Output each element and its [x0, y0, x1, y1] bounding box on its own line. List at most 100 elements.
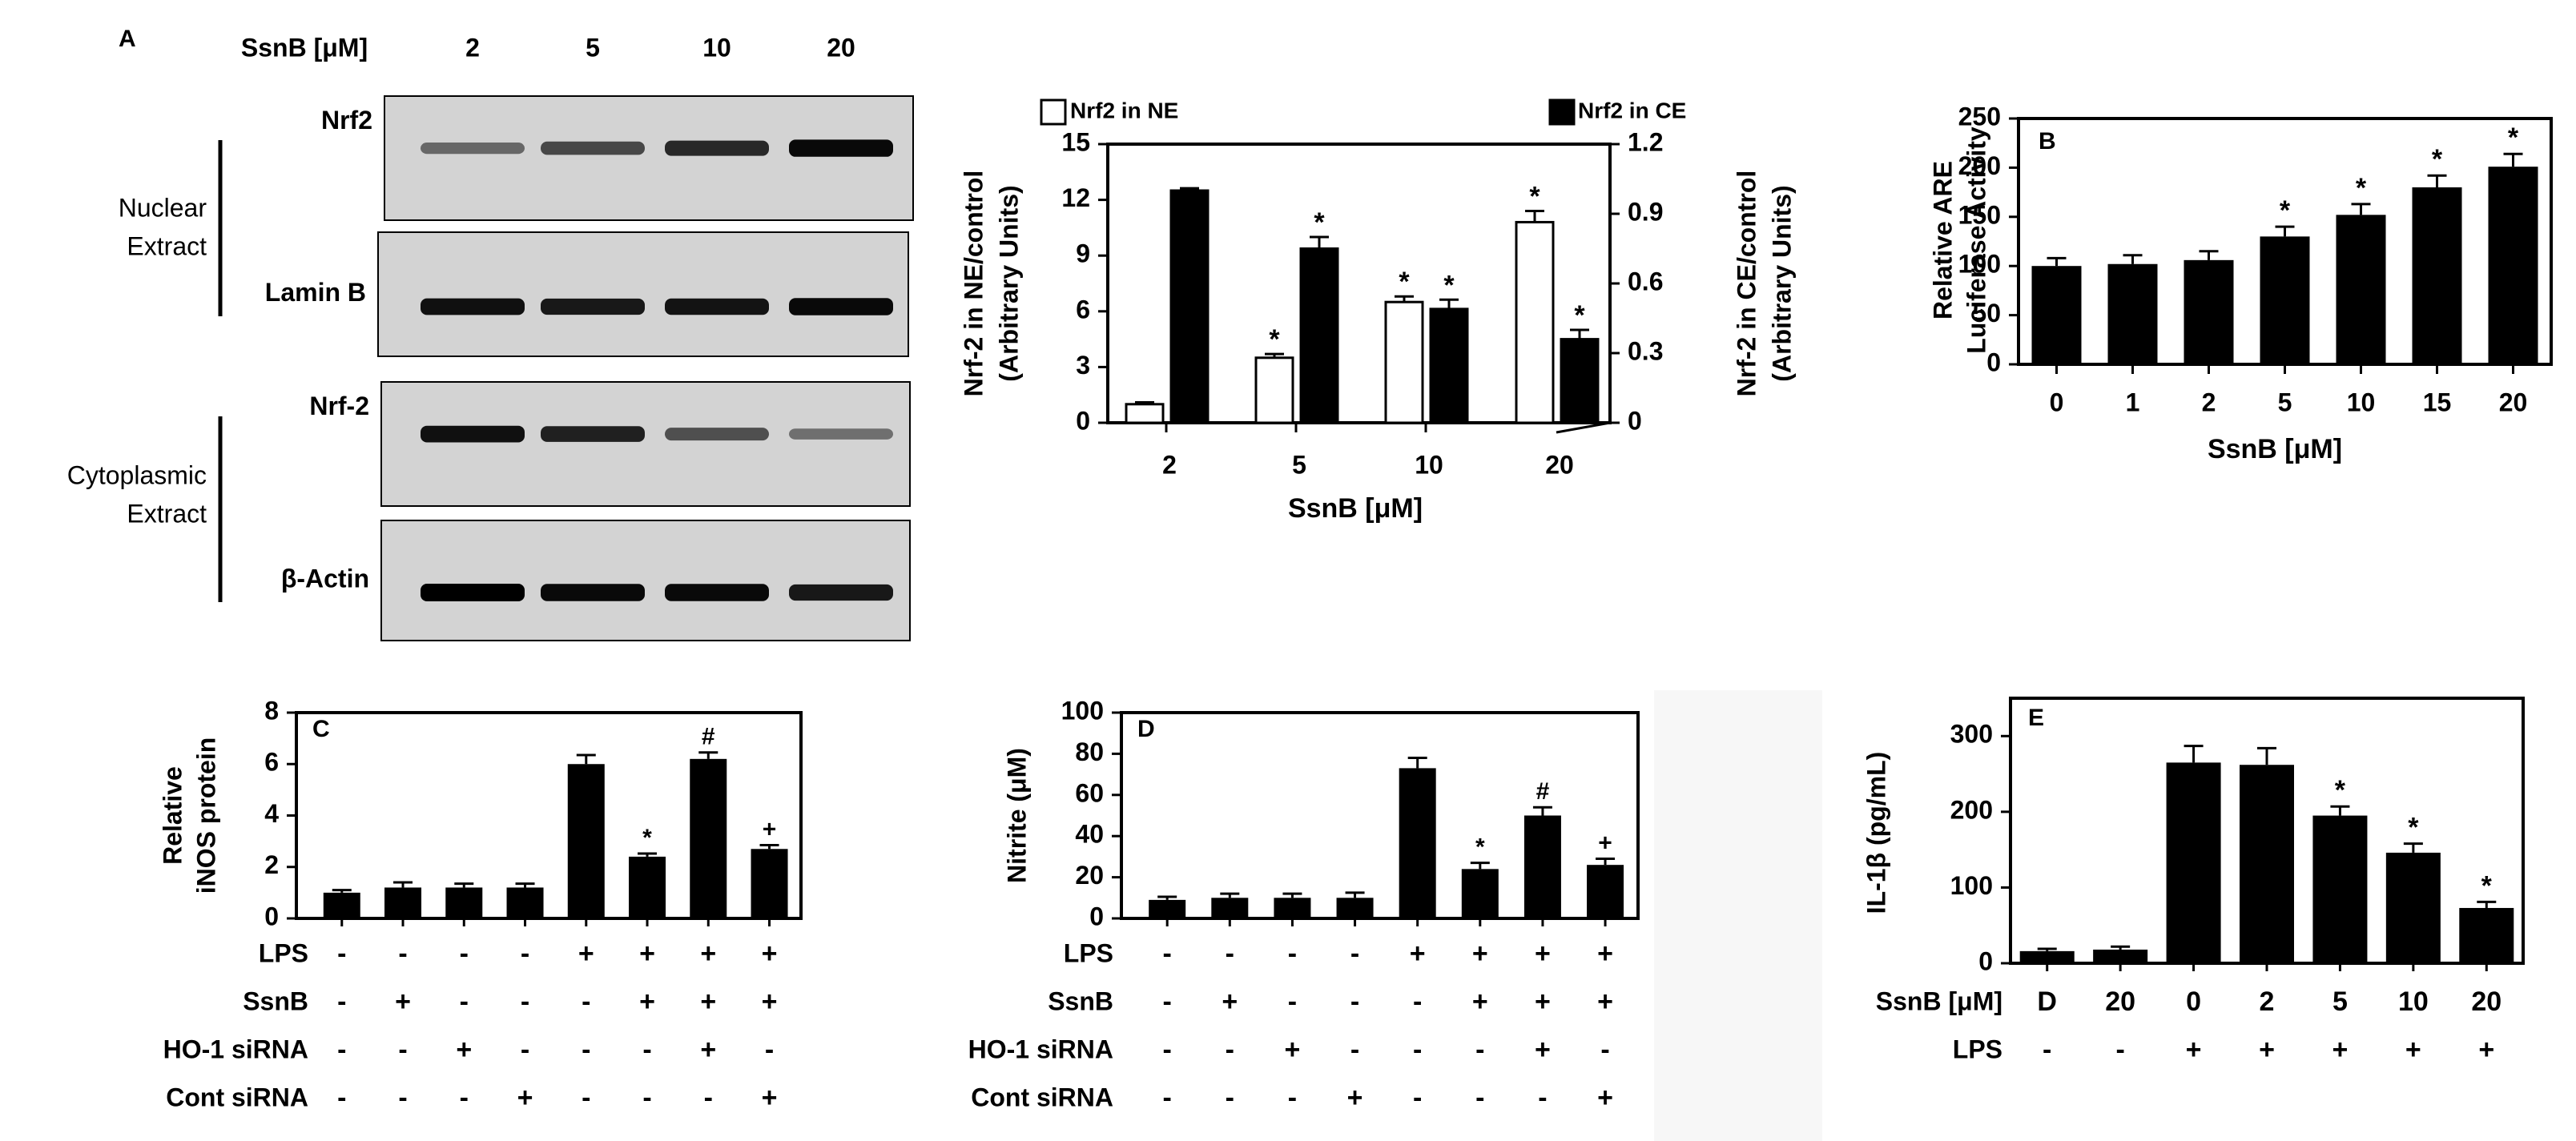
panel-c-tick-label: 6	[264, 748, 279, 777]
blot-band	[665, 428, 769, 441]
condition-sign: 10	[2398, 986, 2429, 1017]
bar	[2093, 949, 2148, 963]
blot-box	[377, 231, 909, 357]
condition-row-label: SsnB	[1048, 986, 1113, 1015]
condition-sign: -	[1413, 1035, 1422, 1065]
blot-band	[665, 584, 769, 601]
blot-dose-tick: 20	[827, 33, 855, 62]
condition-sign: -	[1163, 938, 1172, 969]
condition-sign: -	[398, 938, 407, 969]
blot-label: Nrf2	[321, 106, 372, 135]
panel-a-x-tick-label: 2	[1162, 450, 1177, 479]
panel-b-x-tick-label: 10	[2347, 388, 2376, 416]
significance-mark: *	[1475, 834, 1485, 861]
significance-mark: *	[1314, 207, 1325, 238]
condition-sign: -	[765, 1035, 774, 1065]
panel-a-xlabel: SsnB [μM]	[1288, 493, 1423, 524]
nuclear-group-label: Extract	[127, 231, 207, 260]
significance-mark: #	[702, 724, 715, 750]
blot-band	[665, 298, 769, 315]
bar	[2019, 950, 2075, 963]
condition-sign: -	[460, 986, 469, 1017]
condition-sign: +	[1347, 1083, 1363, 1113]
bar-ne	[1254, 356, 1294, 424]
blot-dose-tick: 2	[465, 33, 480, 62]
condition-row-label: LPS	[1953, 1035, 2002, 1063]
bar-ce	[1429, 307, 1469, 424]
significance-mark: +	[763, 816, 777, 842]
condition-sign: +	[700, 1035, 716, 1065]
significance-mark: *	[1574, 300, 1585, 331]
condition-sign: +	[762, 1083, 778, 1113]
panel-a-right-tick-label: 0.6	[1628, 267, 1663, 295]
panel-a-ylabel-right: Nrf-2 in CE/control	[1732, 171, 1761, 397]
panel-a-right-tick-label: 0.9	[1628, 197, 1663, 226]
condition-sign: -	[1288, 1083, 1297, 1113]
panel-label-e: E	[2028, 705, 2044, 731]
bar-ce	[1560, 338, 1600, 424]
condition-sign: -	[398, 1083, 407, 1113]
panel-d-tick-label: 80	[1075, 737, 1104, 766]
condition-row-label: LPS	[259, 938, 308, 967]
condition-sign: -	[582, 1035, 590, 1065]
condition-sign: -	[1226, 1083, 1234, 1113]
condition-sign: +	[639, 986, 655, 1017]
panel-e-ylabel: IL-1β (pg/mL)	[1862, 752, 1890, 914]
bar-ce	[1299, 247, 1339, 424]
panel-a-right-tick-label: 0	[1628, 406, 1642, 435]
nuclear-group-label: Nuclear	[119, 193, 207, 222]
panel-d-axes	[1120, 711, 1640, 920]
bar	[2412, 187, 2462, 364]
panel-c-tick-label: 8	[264, 696, 279, 725]
condition-row-label: HO-1 siRNA	[968, 1035, 1113, 1063]
legend-swatch-ce	[1548, 98, 1576, 126]
bar	[2031, 266, 2082, 364]
significance-mark: *	[642, 825, 652, 851]
bar	[567, 764, 605, 918]
panel-label-c: C	[312, 716, 330, 742]
panel-e-tick-label: 100	[1950, 871, 1993, 900]
blot-band	[665, 140, 769, 156]
bar	[445, 887, 483, 918]
condition-sign: -	[704, 1083, 713, 1113]
panel-a-left-tick-label: 0	[1076, 406, 1090, 435]
bar	[2166, 762, 2221, 963]
blot-box	[380, 381, 911, 507]
panel-a-left-tick-label: 15	[1061, 127, 1090, 156]
panel-label-b: B	[2039, 128, 2056, 155]
condition-sign: -	[1163, 1083, 1172, 1113]
panel-b-ylabel: Relative ARE	[1928, 161, 1957, 319]
condition-sign: +	[2478, 1035, 2494, 1065]
condition-sign: +	[1222, 986, 1238, 1017]
condition-sign: +	[1597, 1083, 1613, 1113]
blot-band	[789, 139, 893, 157]
condition-sign: -	[1350, 1035, 1359, 1065]
condition-sign: +	[2405, 1035, 2421, 1065]
bar	[2312, 815, 2368, 963]
blot-band	[421, 425, 525, 443]
panel-b-tick-label: 100	[1958, 250, 2001, 279]
significance-mark: *	[2356, 173, 2367, 203]
bar-ne	[1515, 220, 1555, 424]
condition-sign: 20	[2105, 986, 2135, 1017]
panel-d-tick-label: 20	[1075, 861, 1104, 890]
bar	[323, 892, 360, 918]
condition-sign: -	[337, 986, 346, 1017]
panel-a-ylabel-left: Nrf-2 in NE/control	[959, 171, 988, 397]
condition-sign: -	[521, 1035, 529, 1065]
condition-sign: +	[1597, 986, 1613, 1017]
blot-dose-label: SsnB [μM]	[241, 33, 368, 62]
condition-sign: +	[2186, 1035, 2202, 1065]
condition-sign: -	[1288, 938, 1297, 969]
bar	[1587, 865, 1624, 918]
condition-sign: +	[1535, 986, 1551, 1017]
panel-d-ylabel: Nitrite (μM)	[1002, 748, 1031, 883]
blot-box	[380, 520, 911, 641]
bar-ce	[1169, 189, 1210, 424]
bar	[2107, 263, 2158, 364]
significance-mark: +	[1598, 830, 1612, 856]
condition-sign: -	[1288, 986, 1297, 1017]
background-block	[1654, 690, 1822, 1141]
panel-b-x-tick-label: 0	[2050, 388, 2064, 416]
panel-d-tick-label: 60	[1075, 778, 1104, 807]
